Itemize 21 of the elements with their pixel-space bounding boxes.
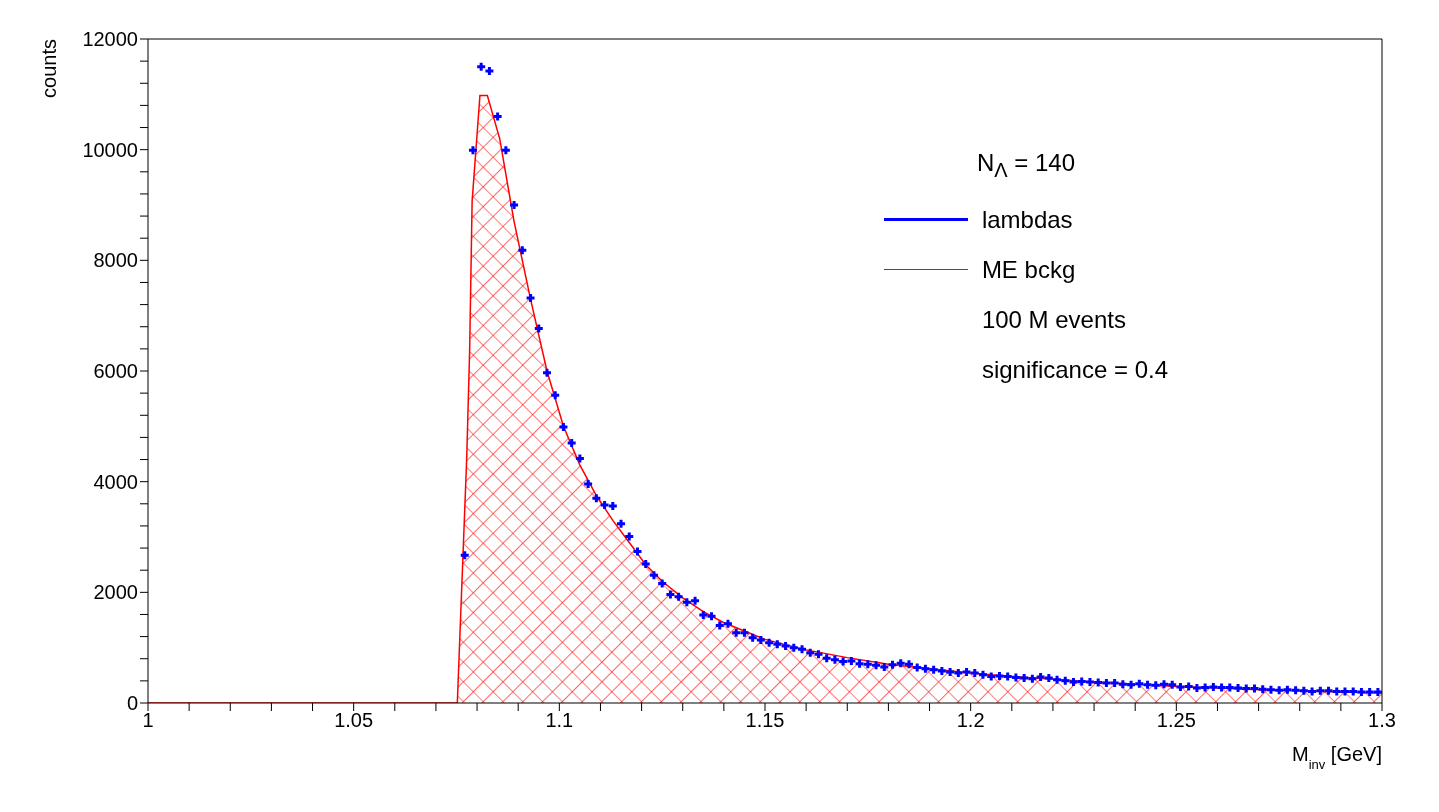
x-tick-label: 1.05	[334, 709, 374, 732]
annotation: 100 M events	[981, 305, 1126, 333]
x-tick-label: 1.15	[745, 709, 785, 732]
x-tick-label: 1.2	[956, 709, 985, 732]
annotation: significance = 0.4	[981, 355, 1168, 383]
y-tick-label: 10000	[82, 138, 138, 161]
y-tick-label: 0	[126, 692, 138, 715]
x-tick-label: 1	[142, 709, 154, 732]
x-tick-label: 1.25	[1156, 709, 1196, 732]
legend-label: lambdas	[981, 204, 1073, 235]
y-tick-label: 12000	[82, 28, 138, 51]
y-tick-label: 6000	[93, 360, 138, 383]
x-tick-label: 1.3	[1368, 709, 1396, 732]
y-tick-label: 4000	[93, 470, 138, 493]
y-tick-label: 8000	[93, 249, 138, 272]
y-tick-label: 2000	[93, 581, 138, 604]
x-tick-label: 1.1	[545, 709, 574, 732]
x-axis-title: M$_{inv}$ [GeV]	[1292, 743, 1382, 772]
y-axis-title: counts	[38, 39, 60, 98]
legend-label: ME bckg	[981, 254, 1076, 285]
annotation: N$_{Λ}$ = 140	[976, 149, 1075, 181]
